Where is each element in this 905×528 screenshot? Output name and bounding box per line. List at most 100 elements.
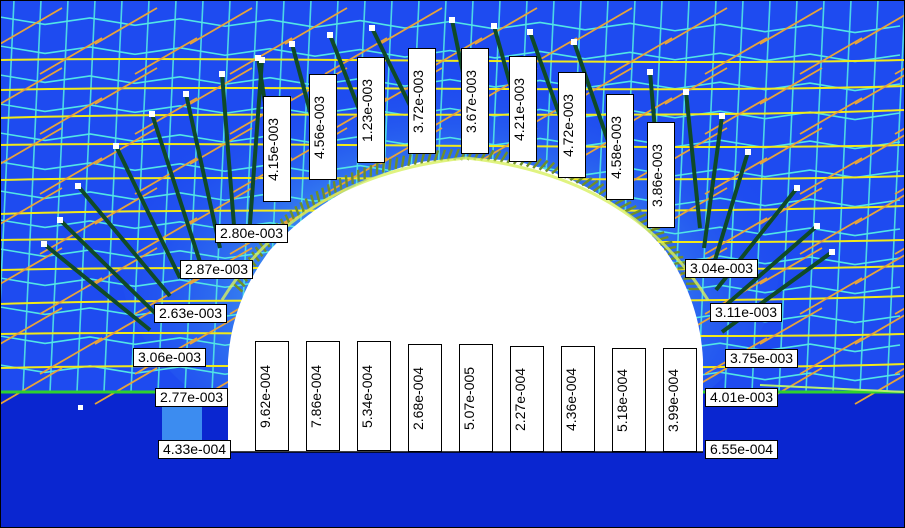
leader-tip-marker: [794, 185, 800, 191]
floor-label: 2.68e-004: [408, 344, 442, 452]
right-wall-label: 6.55e-004: [705, 440, 779, 459]
floor-label: 2.27e-004: [510, 346, 544, 452]
orange-contour-stroke: [799, 37, 863, 75]
cyan-grid-line: [778, 0, 798, 393]
lining-hatch-tick: [486, 149, 495, 162]
floor-label: 7.86e-004: [306, 341, 340, 451]
floor-label: 5.34e-004: [357, 341, 391, 451]
orange-contour-stroke: [474, 7, 538, 45]
leader-tip-marker: [259, 57, 265, 63]
leader-tip-marker: [449, 17, 455, 23]
orange-contour-stroke: [854, 133, 905, 165]
lining-hatch-tick: [326, 184, 332, 196]
crown-label: 4.58e-003: [606, 94, 634, 200]
orange-contour-stroke: [854, 373, 905, 405]
leader-tip-marker: [814, 223, 820, 229]
leader-tip-marker: [289, 41, 295, 47]
cyan-grid-line: [859, 0, 879, 393]
lining-hatch-tick: [235, 277, 246, 288]
leader-tip-marker: [719, 113, 725, 119]
floor-label: 5.07e-005: [459, 344, 493, 452]
lining-hatch-tick: [315, 190, 321, 203]
leader-tip-marker: [183, 91, 189, 97]
floor-label: 3.99e-004: [663, 348, 697, 452]
floor-label: 5.18e-004: [612, 348, 646, 452]
lining-hatch-tick: [587, 179, 599, 190]
lining-hatch-tick: [299, 201, 306, 214]
orange-contour-stroke: [664, 127, 728, 165]
left-wall-label: 2.80e-003: [215, 224, 289, 243]
lining-hatch-tick: [619, 201, 632, 209]
cyan-grid-line: [211, 0, 231, 393]
left-wall-label: 2.77e-003: [155, 388, 229, 407]
right-boundary-line: [759, 384, 905, 393]
orange-contour-stroke: [134, 37, 198, 75]
cyan-grid-line: [805, 0, 825, 393]
orange-contour-stroke: [94, 247, 158, 285]
orange-contour-stroke: [0, 7, 63, 45]
lining-hatch-tick: [629, 209, 642, 217]
orange-contour-stroke: [759, 7, 823, 45]
right-wall-label: 4.01e-003: [705, 388, 779, 407]
orange-contour-stroke: [0, 67, 63, 105]
orange-contour-stroke: [799, 217, 863, 255]
orange-contour-stroke: [39, 337, 103, 375]
orange-contour-stroke: [0, 367, 63, 405]
orange-contour-stroke: [799, 97, 863, 135]
orange-contour-stroke: [799, 337, 863, 375]
leader-tip-marker: [113, 143, 119, 149]
orange-contour-stroke: [759, 127, 823, 165]
orange-contour-stroke: [284, 7, 348, 45]
crown-label: 3.67e-003: [461, 48, 489, 154]
orange-contour-stroke: [664, 67, 728, 105]
orange-contour-stroke: [134, 157, 198, 195]
lining-hatch-tick: [375, 162, 379, 175]
orange-contour-stroke: [324, 37, 388, 75]
leader-line: [716, 224, 819, 314]
orange-contour-stroke: [189, 7, 253, 45]
leader-tip-marker: [491, 23, 497, 29]
orange-contour-stroke: [854, 13, 905, 45]
leader-tip-marker: [369, 25, 375, 31]
left-wall-label: 2.87e-003: [180, 260, 254, 279]
leader-line: [184, 93, 222, 249]
orange-contour-stroke: [94, 67, 158, 105]
orange-contour-stroke: [609, 37, 673, 75]
leader-line: [114, 145, 182, 279]
orange-contour-stroke: [0, 187, 63, 225]
orange-contour-stroke: [94, 7, 158, 45]
lining-hatch-tick: [538, 159, 549, 171]
lining-hatch-tick: [532, 158, 542, 169]
lining-hatch-tick: [634, 213, 647, 221]
orange-contour-stroke: [0, 307, 63, 345]
crown-label: 4.21e-003: [509, 56, 537, 162]
leader-tip-marker: [683, 89, 689, 95]
left-wall-label: 2.63e-003: [154, 304, 228, 323]
lining-hatch-tick: [388, 158, 392, 171]
lining-hatch-tick: [499, 151, 509, 163]
lining-hatch-tick: [309, 194, 316, 207]
lining-hatch-tick: [321, 187, 326, 200]
leader-line: [710, 151, 750, 271]
leader-tip-marker: [57, 217, 63, 223]
orange-contour-stroke: [854, 193, 905, 225]
leader-tip-marker: [219, 71, 225, 77]
leader-tip-marker: [149, 111, 155, 117]
grid-point-marker: [78, 405, 83, 410]
floor-label: 9.62e-004: [255, 341, 289, 451]
orange-contour-stroke: [569, 7, 633, 45]
lining-hatch-tick: [344, 175, 349, 187]
cyan-grid-line: [751, 0, 771, 393]
right-wall-label: 3.11e-003: [710, 303, 783, 322]
leader-tip-marker: [75, 183, 81, 189]
lining-hatch-tick: [624, 204, 637, 213]
left-wall-label: 4.33e-004: [158, 440, 232, 459]
orange-contour-stroke: [759, 247, 823, 285]
orange-contour-stroke: [189, 187, 253, 225]
cyan-grid-line: [832, 0, 852, 393]
lining-hatch-tick: [394, 157, 399, 170]
orange-contour-stroke: [39, 37, 103, 75]
leader-tip-marker: [527, 29, 533, 35]
lining-hatch-tick: [332, 180, 337, 193]
floor-label: 4.36e-004: [561, 346, 595, 452]
